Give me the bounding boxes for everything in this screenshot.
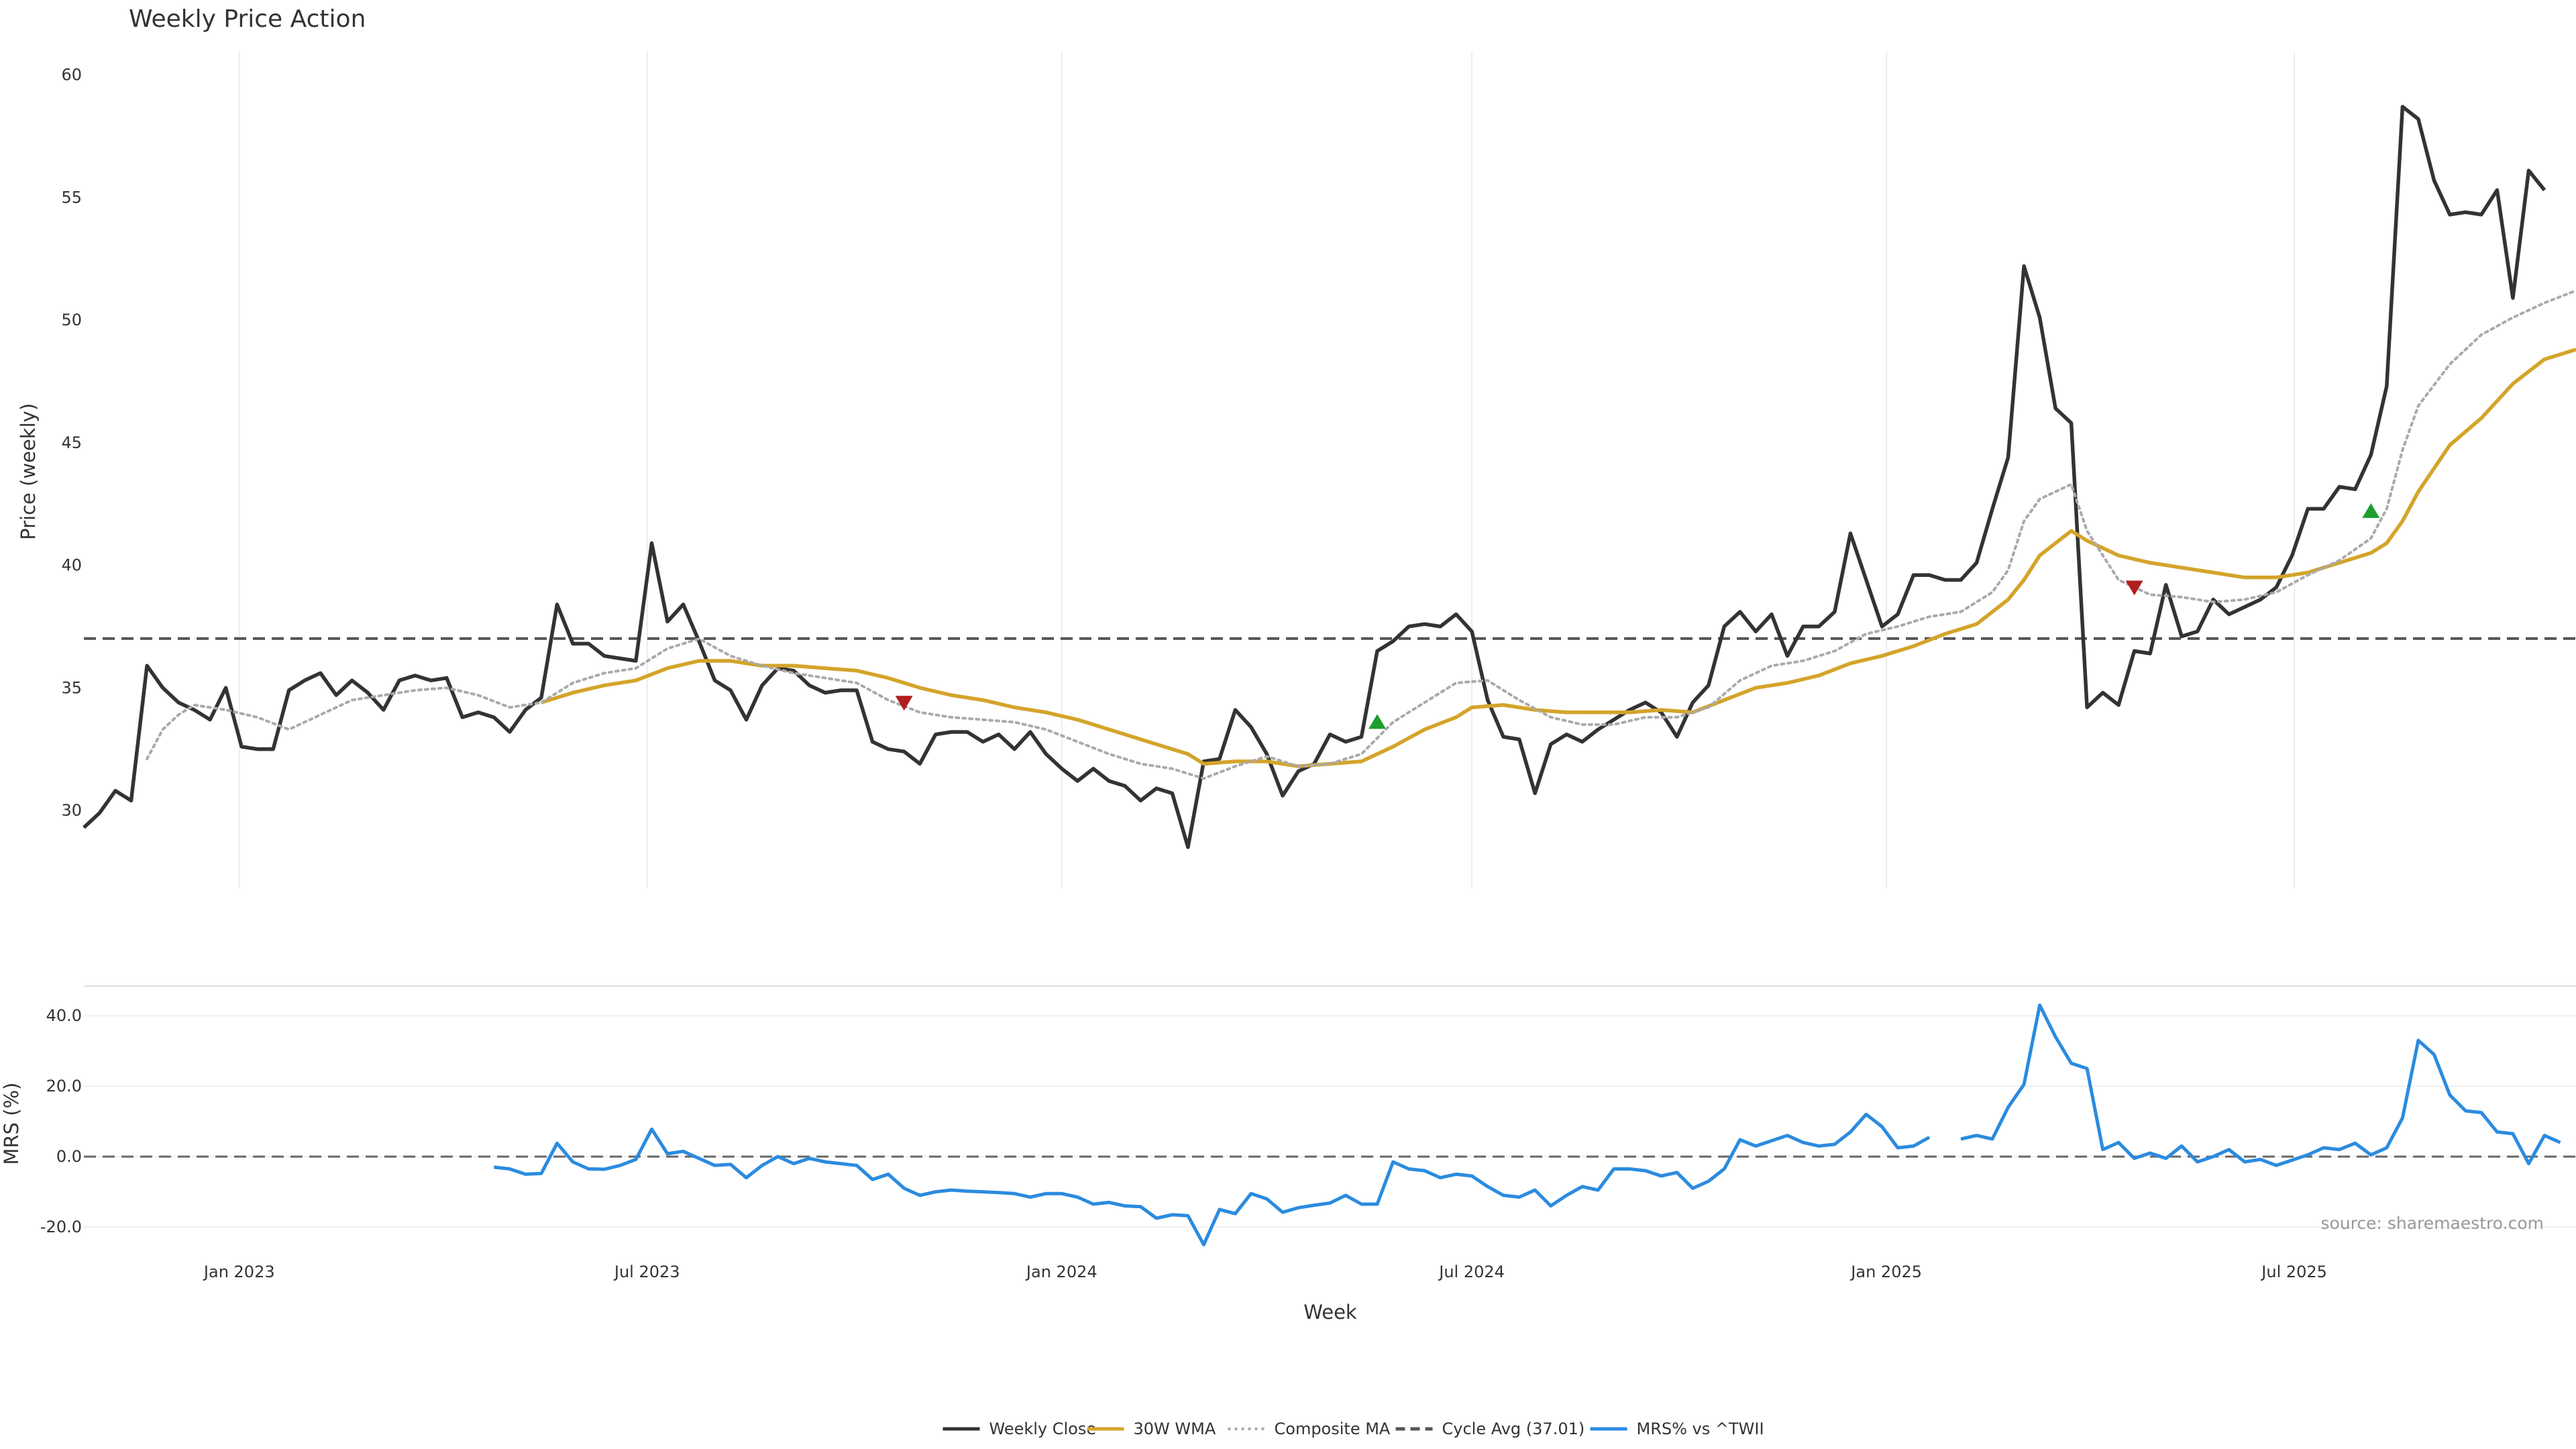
price-y-ticks: 30 35 40 45 50 55 60 <box>61 66 82 820</box>
price-y-tick-label: 55 <box>61 188 82 207</box>
price-y-tick-label: 40 <box>61 556 82 575</box>
mrs-y-axis-label: MRS (%) <box>0 1083 23 1165</box>
x-axis-ticks: Jan 2023 Jul 2023 Jan 2024 Jul 2024 Jan 2025… <box>203 1263 2327 1281</box>
x-axis-label: Week <box>1303 1301 1357 1324</box>
mrs-y-tick-label: 40.0 <box>46 1006 82 1025</box>
price-panel: 30 35 40 45 50 55 60 Price (weekly) <box>17 52 2576 889</box>
legend-item: MRS% vs ^TWII <box>1590 1419 1764 1438</box>
legend-item: 30W WMA <box>1087 1419 1216 1438</box>
legend-label: Weekly Close <box>989 1419 1097 1438</box>
price-grid <box>238 52 2296 889</box>
series-weekly-close-line <box>83 105 2546 849</box>
series-mrs-line <box>1960 1003 2561 1167</box>
price-y-axis-label: Price (weekly) <box>17 403 40 540</box>
chart-title: Weekly Price Action <box>129 5 366 33</box>
series-composite-ma-line <box>146 289 2576 780</box>
price-y-tick-label: 35 <box>61 678 82 697</box>
series-mrs-line <box>494 1112 1931 1246</box>
x-tick-label: Jul 2025 <box>2260 1263 2327 1281</box>
price-y-tick-label: 45 <box>61 433 82 452</box>
legend-label: 30W WMA <box>1134 1419 1216 1438</box>
price-y-tick-label: 30 <box>61 801 82 820</box>
legend-item: Weekly Close <box>943 1419 1097 1438</box>
mrs-y-ticks: -20.0 0.0 20.0 40.0 <box>40 1006 82 1236</box>
buy-signal-marker <box>2362 503 2380 519</box>
price-series <box>83 105 2576 849</box>
x-tick-label: Jan 2024 <box>1025 1263 1097 1281</box>
signal-markers <box>895 503 2380 729</box>
source-note: source: sharemaestro.com <box>2321 1214 2544 1233</box>
legend: Weekly Close 30W WMA Composite MA Cycle Avg… <box>943 1419 1764 1438</box>
sell-signal-marker <box>2125 580 2143 596</box>
mrs-grid <box>84 1015 2576 1228</box>
legend-item: Composite MA <box>1228 1419 1391 1438</box>
series-30w-wma-line <box>541 347 2576 769</box>
price-y-tick-label: 60 <box>61 66 82 85</box>
legend-label: MRS% vs ^TWII <box>1637 1419 1764 1438</box>
mrs-panel: -20.0 0.0 20.0 40.0 MRS (%) source: sharema… <box>0 985 2576 1246</box>
mrs-y-tick-label: 20.0 <box>46 1077 82 1095</box>
x-tick-label: Jan 2025 <box>1849 1263 1922 1281</box>
price-y-tick-label: 50 <box>61 311 82 329</box>
legend-label: Composite MA <box>1275 1419 1391 1438</box>
mrs-series <box>494 1003 2561 1246</box>
legend-label: Cycle Avg (37.01) <box>1442 1419 1585 1438</box>
sell-signal-marker <box>895 696 913 711</box>
buy-signal-marker <box>1368 714 1387 729</box>
mrs-y-tick-label: -20.0 <box>40 1218 82 1236</box>
legend-item: Cycle Avg (37.01) <box>1395 1419 1585 1438</box>
x-tick-label: Jan 2023 <box>203 1263 275 1281</box>
mrs-y-tick-label: 0.0 <box>56 1147 82 1166</box>
x-tick-label: Jul 2023 <box>613 1263 680 1281</box>
x-tick-label: Jul 2024 <box>1438 1263 1505 1281</box>
